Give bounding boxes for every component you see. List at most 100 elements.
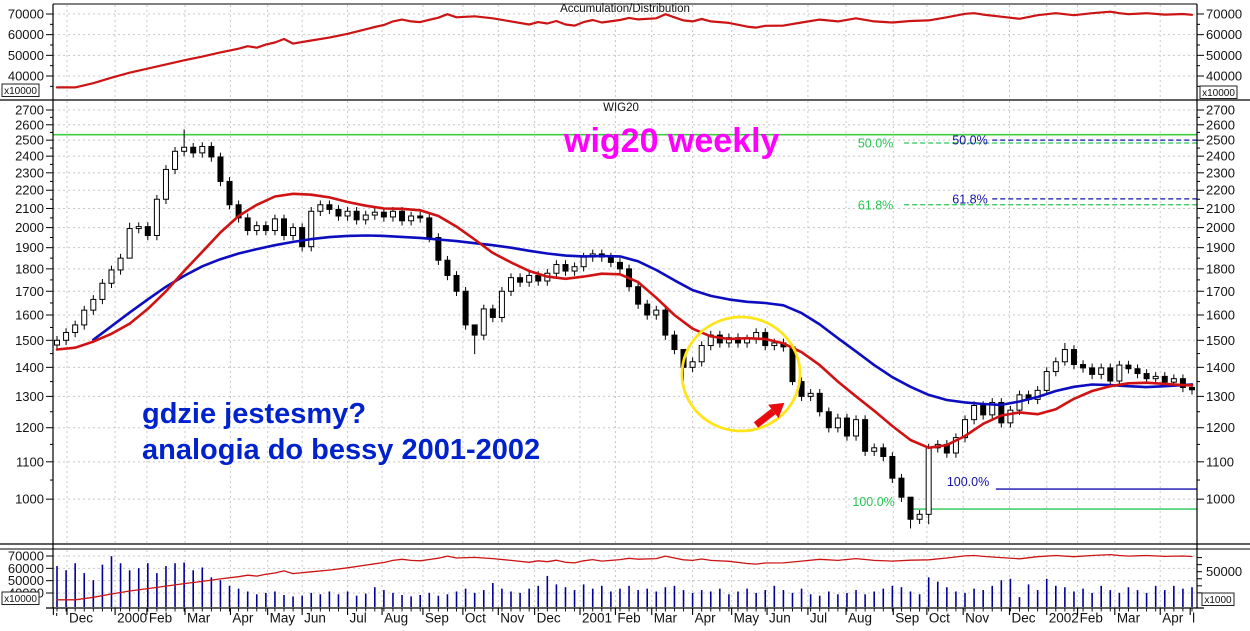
candle [698, 345, 705, 363]
candle [1098, 367, 1105, 375]
candle [553, 264, 560, 274]
accumulation-distribution-line [55, 10, 1194, 89]
candle [1007, 409, 1014, 424]
top-panel-title: Accumulation/Distribution [560, 3, 690, 15]
candle [843, 417, 850, 437]
candle [244, 217, 251, 232]
candle [635, 286, 642, 305]
candle [199, 145, 206, 154]
candle [980, 405, 987, 416]
candle [889, 456, 896, 479]
candle [81, 309, 88, 326]
y-tick-label: 2100 [1206, 201, 1235, 216]
candle [998, 401, 1005, 424]
y-tick-label: 1300 [15, 389, 44, 404]
candle [871, 447, 878, 452]
month-label: Nov [965, 611, 989, 626]
fast-ma-line [55, 192, 1194, 450]
candle [517, 277, 524, 283]
y-tick-label: 1700 [15, 284, 44, 299]
candle [489, 308, 496, 318]
candle [344, 210, 351, 217]
y-tick-label: 1400 [15, 360, 44, 375]
annotation-question-line2: analogia do bessy 2001-2002 [142, 434, 541, 466]
multiplier-label: x10000 [4, 594, 37, 605]
candle [444, 259, 451, 276]
candle [508, 277, 514, 292]
y-tick-label: 1600 [1206, 308, 1235, 323]
month-label: Sep [895, 611, 919, 626]
month-label: Feb [149, 611, 172, 626]
y-tick-label: 1000 [1206, 492, 1235, 507]
y-tick-label: 60000 [1206, 27, 1242, 42]
annotation-question: gdzie jestesmy? analogia do bessy 2001-2… [142, 396, 540, 468]
y-tick-label: 1700 [1206, 284, 1235, 299]
candle [54, 339, 60, 346]
candle [562, 264, 569, 272]
candle [1116, 364, 1123, 382]
red-arrow-shaft [753, 408, 776, 428]
candle [462, 290, 469, 326]
y-tick-label: 2700 [1206, 103, 1235, 118]
candle [580, 256, 587, 268]
month-label: Sep [425, 611, 449, 626]
candle [153, 198, 160, 236]
month-label: Jul [350, 611, 367, 626]
y-tick-label: 2000 [1206, 220, 1235, 235]
y-tick-label: 50000 [1206, 564, 1242, 579]
y-tick-label: 1400 [1206, 360, 1235, 375]
candle [435, 237, 442, 261]
main-panel-title: WIG20 [603, 102, 639, 114]
month-label: May [270, 611, 296, 626]
y-tick-label: 60000 [8, 561, 44, 576]
multiplier-box [1, 83, 40, 97]
multiplier-box [1, 591, 40, 605]
y-tick-label: 60000 [8, 27, 44, 42]
month-label: 2002 [1049, 611, 1079, 626]
candle [471, 324, 478, 336]
y-tick-label: 2300 [15, 165, 44, 180]
y-tick-label: 2600 [1206, 117, 1235, 132]
month-label: Apr [1162, 611, 1184, 626]
month-label: 2000 [117, 611, 147, 626]
y-tick-label: 2500 [15, 133, 44, 148]
candle [135, 226, 142, 230]
month-label: Nov [500, 611, 524, 626]
y-tick-label: 1500 [15, 333, 44, 348]
month-label: ' [55, 611, 58, 626]
candle [99, 282, 106, 300]
candle [616, 261, 623, 270]
candle [162, 168, 169, 200]
candle [408, 215, 415, 222]
candle [1161, 375, 1168, 383]
accumulation-distribution-line-small [56, 553, 1193, 601]
month-label: Dec [69, 611, 93, 626]
candle [217, 156, 224, 182]
candle [1189, 386, 1195, 391]
candle [898, 477, 905, 498]
candle [1179, 378, 1186, 388]
candle [172, 150, 179, 170]
candle [1043, 371, 1050, 391]
candle [498, 290, 505, 318]
y-tick-label: 1900 [1206, 240, 1235, 255]
candle [1170, 378, 1177, 383]
candle [326, 204, 333, 210]
multiplier-box [1199, 85, 1238, 99]
y-tick-label: 40000 [1206, 69, 1242, 84]
candle [653, 309, 660, 316]
y-tick-label: 50000 [8, 573, 44, 588]
y-tick-label: 1800 [15, 261, 44, 276]
month-label: Dec [1011, 611, 1035, 626]
candle [72, 324, 79, 334]
fib-green-label: 50.0% [858, 136, 893, 150]
candle [181, 146, 188, 152]
candle [834, 417, 841, 429]
candle [607, 256, 614, 263]
month-label: Apr [695, 611, 717, 626]
y-tick-label: 70000 [8, 549, 44, 564]
y-tick-label: 2100 [15, 201, 44, 216]
month-label: Jul [810, 611, 827, 626]
candle [1107, 367, 1114, 382]
